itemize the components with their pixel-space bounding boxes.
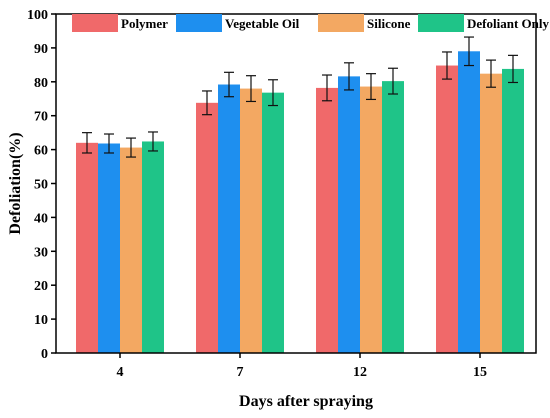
bar-vegetable-oil-day-7 — [218, 84, 240, 354]
y-tick-label: 40 — [34, 211, 48, 226]
y-tick-label: 70 — [34, 110, 48, 125]
legend-swatch-vegetable-oil — [176, 14, 222, 32]
bar-polymer-day-15 — [436, 65, 458, 353]
x-axis-title: Days after spraying — [239, 393, 373, 410]
x-tick-label: 15 — [473, 365, 487, 380]
bar-silicone-day-7 — [240, 88, 262, 353]
bar-polymer-day-7 — [196, 102, 218, 354]
y-tick-label: 100 — [27, 8, 48, 23]
y-tick-label: 90 — [34, 42, 48, 57]
legend-label-vegetable-oil: Vegetable Oil — [225, 16, 300, 31]
legend-swatch-silicone — [318, 14, 364, 32]
y-tick-label: 20 — [34, 279, 48, 294]
bar-defoliant-only-day-15 — [502, 68, 524, 353]
bar-vegetable-oil-day-12 — [338, 76, 360, 353]
y-tick-label: 50 — [34, 178, 48, 193]
y-tick-label: 30 — [34, 245, 48, 260]
y-tick-label: 60 — [34, 144, 48, 159]
x-tick-label: 4 — [117, 365, 124, 380]
legend: Polymer Vegetable Oil Silicone Defoliant On… — [72, 14, 549, 32]
y-axis-title: Defoliation(%) — [7, 132, 24, 234]
legend-swatch-polymer — [72, 14, 118, 32]
y-tick-label: 80 — [34, 76, 48, 91]
legend-label-silicone: Silicone — [367, 16, 411, 31]
legend-label-polymer: Polymer — [121, 16, 168, 31]
bar-defoliant-only-day-7 — [262, 92, 284, 353]
axes-layer: 0 10 20 30 40 50 60 70 80 90 100 4 7 12 15 — [27, 8, 537, 380]
bar-vegetable-oil-day-4 — [98, 143, 120, 353]
legend-label-defoliant-only: Defoliant Only — [467, 16, 549, 31]
bar-defoliant-only-day-12 — [382, 81, 404, 353]
bar-silicone-day-4 — [120, 147, 142, 353]
bar-polymer-day-12 — [316, 87, 338, 353]
bar-silicone-day-15 — [480, 73, 502, 353]
y-tick-label: 0 — [41, 347, 48, 362]
bar-polymer-day-4 — [76, 142, 98, 353]
bars-layer — [76, 36, 524, 354]
y-tick-label: 10 — [34, 313, 48, 328]
x-tick-label: 12 — [353, 365, 367, 380]
x-tick-label: 7 — [237, 365, 244, 380]
legend-swatch-defoliant-only — [418, 14, 464, 32]
bar-silicone-day-12 — [360, 86, 382, 354]
bar-vegetable-oil-day-15 — [458, 51, 480, 353]
bar-defoliant-only-day-4 — [142, 141, 164, 353]
